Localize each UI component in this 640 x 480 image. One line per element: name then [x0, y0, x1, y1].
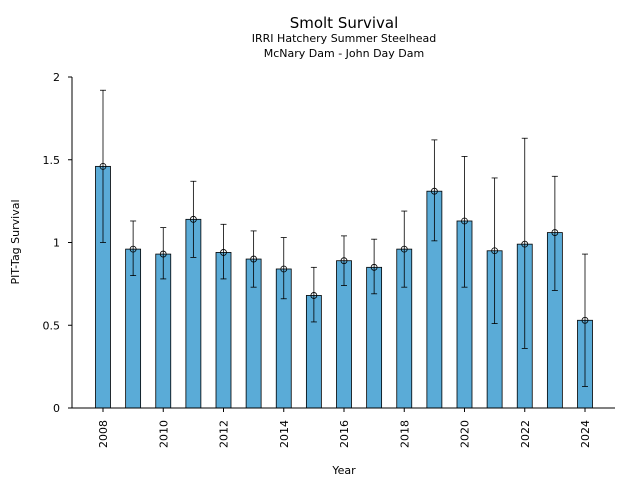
x-tick-label: 2018 [398, 420, 411, 448]
point-marker-2021 [491, 247, 499, 255]
x-tick-label: 2020 [459, 420, 472, 448]
point-marker-2019 [430, 187, 438, 195]
x-tick-label: 2010 [157, 420, 170, 448]
y-ticks: 0 0.5 1 1.5 2 [43, 71, 72, 415]
x-tick-label: 2024 [579, 420, 592, 448]
point-marker-2017 [370, 263, 378, 271]
y-tick-label: 0.5 [43, 319, 61, 332]
plot-area [95, 89, 593, 409]
x-ticks: 2008 2010 2012 2014 2016 2018 2020 2022 2024 [97, 408, 592, 448]
point-marker-2013 [250, 255, 258, 263]
point-marker-2014 [280, 265, 288, 273]
y-axis-label: PIT-Tag Survival [9, 199, 22, 284]
point-marker-2012 [220, 249, 227, 256]
x-tick-label: 2012 [218, 420, 231, 448]
point-marker-2011 [189, 215, 197, 223]
point-marker-2020 [461, 217, 468, 225]
point-marker-2016 [340, 257, 348, 265]
point-marker-2023 [551, 229, 559, 236]
x-tick-label: 2022 [519, 420, 532, 448]
x-tick-label: 2016 [338, 420, 351, 448]
x-tick-label: 2008 [97, 420, 110, 448]
point-marker-2008 [99, 162, 107, 170]
chart-subtitle-line-1: IRRI Hatchery Summer Steelhead [252, 32, 436, 45]
point-marker-2024 [581, 316, 589, 324]
chart-subtitle-line-2: McNary Dam - John Day Dam [264, 47, 424, 60]
point-marker-2010 [159, 250, 167, 258]
y-tick-label: 1.5 [43, 154, 61, 167]
y-tick-label: 1 [53, 237, 60, 250]
y-tick-label: 2 [53, 71, 60, 84]
x-tick-label: 2014 [278, 420, 291, 448]
point-marker-2022 [521, 240, 529, 248]
x-axis-label: Year [331, 464, 356, 477]
point-marker-2015 [310, 292, 318, 299]
chart-title: Smolt Survival [290, 14, 399, 32]
y-tick-label: 0 [53, 402, 60, 415]
point-marker-2009 [129, 245, 137, 253]
point-marker-2018 [400, 245, 408, 253]
